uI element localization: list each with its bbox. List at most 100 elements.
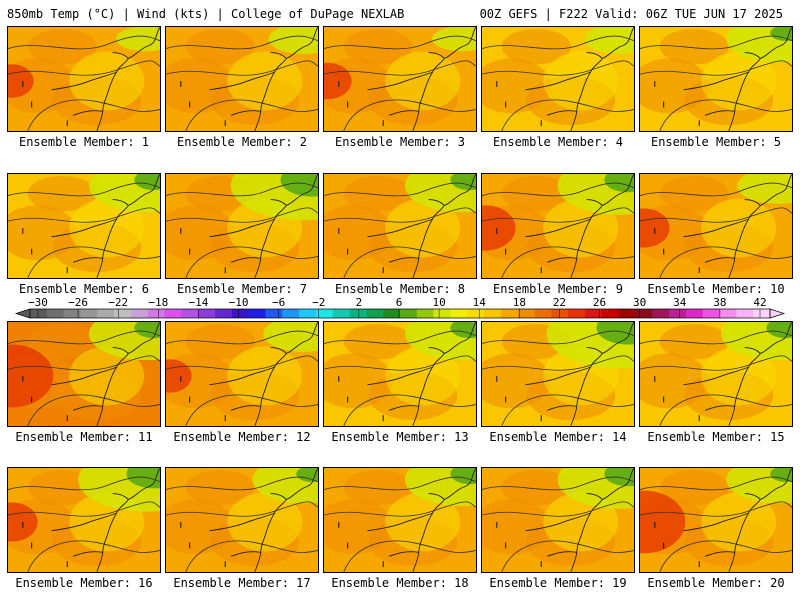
mild-shading <box>701 346 777 406</box>
coastline-border <box>209 512 275 532</box>
colorbar-swatch <box>164 309 182 318</box>
warm-shading <box>185 28 255 65</box>
colorbar-swatch <box>366 309 384 318</box>
height-contour <box>166 35 318 50</box>
colorbar-swatch <box>500 309 519 318</box>
ensemble-map-panel <box>7 26 161 132</box>
coastline-border <box>586 493 603 500</box>
ensemble-map-panel <box>323 467 477 573</box>
cool-shading <box>766 322 792 339</box>
height-contour <box>166 501 318 517</box>
colorbar-swatch <box>585 309 603 318</box>
ensemble-map-panel <box>481 321 635 427</box>
colorbar-swatch <box>551 309 569 318</box>
height-contour <box>166 330 318 345</box>
temperature-field-map <box>8 322 160 426</box>
ensemble-map-panel <box>165 321 319 427</box>
ensemble-map-panel <box>639 173 793 279</box>
colorbar-swatch <box>231 309 249 318</box>
colorbar-swatch <box>383 309 401 318</box>
colorbar-swatch <box>568 309 586 318</box>
coastline-border <box>428 199 445 206</box>
height-contour <box>640 501 792 517</box>
colorbar-swatch <box>601 309 619 318</box>
ensemble-member-label: Ensemble Member: 11 <box>15 430 153 444</box>
temperature-field-map <box>482 468 634 572</box>
ensemble-member-label: Ensemble Member: 1 <box>18 135 150 149</box>
warm-shading <box>659 175 729 212</box>
mild-shading <box>385 346 461 406</box>
coastline-border <box>525 71 591 91</box>
ensemble-member-label: Ensemble Member: 8 <box>334 282 466 296</box>
height-contour <box>501 394 634 426</box>
cool-shading <box>126 468 160 489</box>
colorbar-tick-label: −14 <box>189 296 209 309</box>
colorbar-swatch <box>198 309 216 318</box>
coastline-border <box>72 257 103 263</box>
warm-shading <box>343 469 413 506</box>
cool-shading <box>450 322 476 339</box>
coastline-border <box>428 347 445 354</box>
warm-shading <box>659 323 729 360</box>
height-contour <box>640 60 792 76</box>
warm-shading <box>27 175 97 212</box>
colorbar-swatch <box>484 309 502 318</box>
cool-shading <box>770 468 792 482</box>
height-contour <box>324 182 476 197</box>
warm-shading <box>27 323 97 360</box>
height-contour <box>482 60 634 76</box>
height-contour <box>27 246 160 278</box>
colorbar-swatch <box>265 309 283 318</box>
colorbar-tick-label: −2 <box>312 296 325 309</box>
temperature-field-map <box>8 174 160 278</box>
colorbar-swatch <box>753 309 771 318</box>
colorbar-tick-label: 18 <box>513 296 526 309</box>
coastline-border <box>704 257 735 263</box>
colorbar-max-arrow <box>769 308 786 319</box>
height-contour <box>185 394 318 426</box>
coastline-border <box>51 71 117 91</box>
ensemble-member-label: Ensemble Member: 18 <box>331 576 469 590</box>
height-contour <box>640 207 792 223</box>
temperature-field-map <box>166 468 318 572</box>
cool-shading <box>584 27 634 55</box>
coastline-border <box>72 110 103 116</box>
map-title: 850mb Temp (°C) | Wind (kts) | College o… <box>7 7 405 21</box>
height-contour <box>8 207 160 223</box>
warm-shading <box>185 469 255 506</box>
ensemble-member-label: Ensemble Member: 13 <box>331 430 469 444</box>
colorbar-tick-label: 14 <box>473 296 487 309</box>
colorbar-swatch <box>114 309 132 318</box>
coastline-border <box>546 257 577 263</box>
hot-shading <box>640 490 686 554</box>
temperature-field-map <box>324 468 476 572</box>
height-contour <box>343 540 476 572</box>
colorbar-tick-label: −10 <box>229 296 249 309</box>
coastline-border <box>270 493 287 500</box>
temperature-field-map <box>640 322 792 426</box>
ensemble-map-panel <box>481 467 635 573</box>
coastline-border <box>586 199 603 206</box>
mild-shading <box>385 198 461 258</box>
height-contour <box>482 207 634 223</box>
height-contour <box>324 330 476 345</box>
warm-shading <box>343 175 413 212</box>
ensemble-map-panel <box>639 321 793 427</box>
coastline-border <box>51 512 117 532</box>
height-contour <box>8 501 160 517</box>
height-contour <box>8 60 160 76</box>
colorbar-swatch <box>30 309 48 318</box>
ensemble-member-label: Ensemble Member: 19 <box>489 576 627 590</box>
colorbar-swatch <box>669 309 687 318</box>
coastline-border <box>683 218 749 238</box>
coastline-border <box>525 218 591 238</box>
ensemble-map-panel <box>639 467 793 573</box>
colorbar-tick-label: 30 <box>633 296 646 309</box>
height-contour <box>482 330 634 345</box>
colorbar-tick-label: 22 <box>553 296 566 309</box>
colorbar-swatch <box>702 309 720 318</box>
ensemble-member-label: Ensemble Member: 9 <box>492 282 624 296</box>
ensemble-member-label: Ensemble Member: 17 <box>173 576 311 590</box>
colorbar-tick-label: −30 <box>28 296 48 309</box>
height-contour <box>324 476 476 491</box>
